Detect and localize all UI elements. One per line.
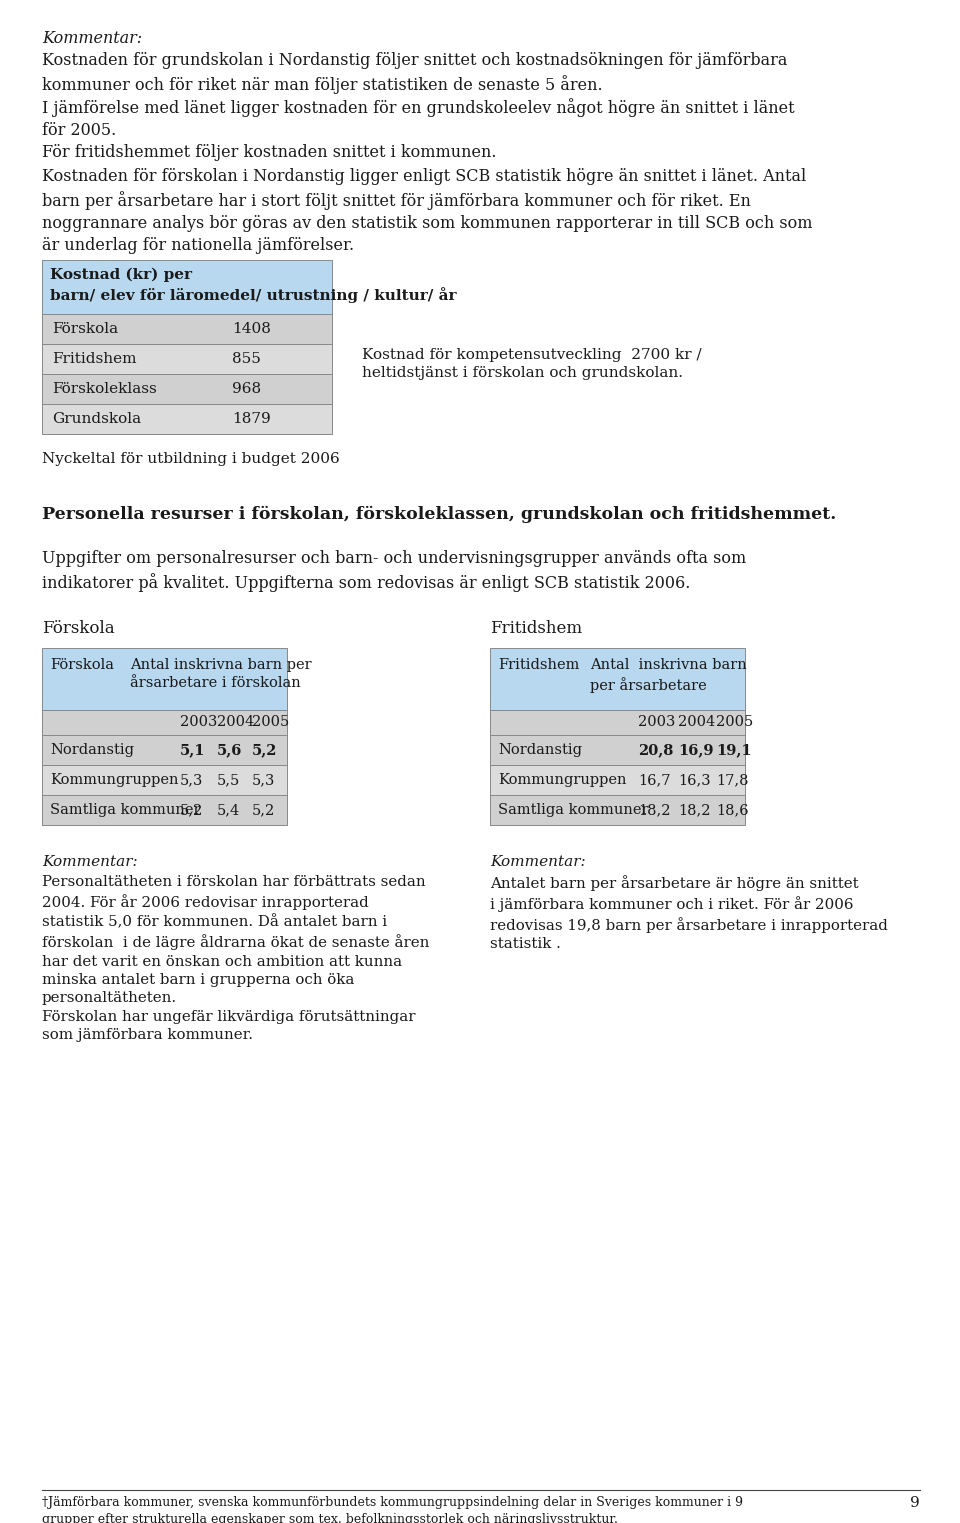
Text: 2003: 2003	[180, 714, 217, 730]
Bar	[42, 404, 332, 434]
Bar	[42, 710, 287, 736]
Text: Uppgifter om personalresurser och barn- och undervisningsgrupper används ofta so: Uppgifter om personalresurser och barn- …	[42, 550, 746, 592]
Text: I jämförelse med länet ligger kostnaden för en grundskoleelev något högre än sni: I jämförelse med länet ligger kostnaden …	[42, 97, 795, 139]
Text: 5,2: 5,2	[252, 743, 277, 757]
Text: 5,3: 5,3	[252, 774, 276, 787]
Text: Kommentar:: Kommentar:	[42, 30, 142, 47]
Text: Kostnaden för förskolan i Nordanstig ligger enligt SCB statistik högre än snitte: Kostnaden för förskolan i Nordanstig lig…	[42, 168, 812, 254]
Bar	[42, 795, 287, 825]
Bar	[490, 795, 745, 825]
Text: 2004: 2004	[217, 714, 254, 730]
Text: 5,2: 5,2	[252, 803, 276, 816]
Text: Fritidshem: Fritidshem	[52, 352, 136, 366]
Text: 1879: 1879	[232, 413, 271, 426]
Text: 18,2: 18,2	[678, 803, 710, 816]
Text: Samtliga kommuner: Samtliga kommuner	[50, 803, 201, 816]
Bar	[490, 710, 745, 736]
Bar	[42, 344, 332, 375]
Text: 16,3: 16,3	[678, 774, 710, 787]
Text: Antal inskrivna barn per
årsarbetare i förskolan: Antal inskrivna barn per årsarbetare i f…	[130, 658, 312, 690]
Text: 5,3: 5,3	[180, 774, 204, 787]
Text: Personella resurser i förskolan, förskoleklassen, grundskolan och fritidshemmet.: Personella resurser i förskolan, förskol…	[42, 506, 836, 524]
Bar	[42, 647, 287, 710]
Text: 18,2: 18,2	[638, 803, 670, 816]
Bar	[490, 736, 745, 765]
Text: Grundskola: Grundskola	[52, 413, 141, 426]
Text: 17,8: 17,8	[716, 774, 749, 787]
Text: Kostnad för kompetensutveckling  2700 kr /
heltidstjänst i förskolan och grundsk: Kostnad för kompetensutveckling 2700 kr …	[362, 347, 702, 381]
Text: 5,4: 5,4	[217, 803, 240, 816]
Bar	[42, 736, 287, 765]
Bar	[490, 647, 745, 710]
Text: 5,5: 5,5	[217, 774, 240, 787]
Text: 18,6: 18,6	[716, 803, 749, 816]
Text: Kommungruppen: Kommungruppen	[50, 774, 179, 787]
Text: Nordanstig: Nordanstig	[498, 743, 582, 757]
Bar	[42, 260, 332, 314]
Text: Förskola: Förskola	[50, 658, 114, 672]
Text: 2005: 2005	[252, 714, 289, 730]
Text: †Jämförbara kommuner, svenska kommunförbundets kommungruppsindelning delar in Sv: †Jämförbara kommuner, svenska kommunförb…	[42, 1496, 743, 1523]
Text: Nyckeltal för utbildning i budget 2006: Nyckeltal för utbildning i budget 2006	[42, 452, 340, 466]
Text: Antalet barn per årsarbetare är högre än snittet
i jämförbara kommuner och i rik: Antalet barn per årsarbetare är högre än…	[490, 876, 888, 952]
Text: Kommungruppen: Kommungruppen	[498, 774, 627, 787]
Text: 968: 968	[232, 382, 261, 396]
Text: 5,1: 5,1	[180, 743, 205, 757]
Text: 5,2: 5,2	[180, 803, 204, 816]
Text: Förskola: Förskola	[42, 620, 114, 637]
Text: Nordanstig: Nordanstig	[50, 743, 134, 757]
Text: Personaltätheten i förskolan har förbättrats sedan
2004. För år 2006 redovisar i: Personaltätheten i förskolan har förbätt…	[42, 876, 429, 1042]
Bar	[490, 765, 745, 795]
Text: 20,8: 20,8	[638, 743, 673, 757]
Text: Förskoleklass: Förskoleklass	[52, 382, 156, 396]
Text: Kostnaden för grundskolan i Nordanstig följer snittet och kostnadsökningen för j: Kostnaden för grundskolan i Nordanstig f…	[42, 52, 787, 94]
Text: Kommentar:: Kommentar:	[42, 854, 137, 870]
Text: Kommentar:: Kommentar:	[490, 854, 586, 870]
Bar	[42, 314, 332, 344]
Text: 9: 9	[910, 1496, 920, 1509]
Text: Förskola: Förskola	[52, 321, 118, 337]
Text: 2005: 2005	[716, 714, 754, 730]
Text: Antal  inskrivna barn
per årsarbetare: Antal inskrivna barn per årsarbetare	[590, 658, 747, 693]
Text: Kostnad (kr) per
barn/ elev för läromedel/ utrustning / kultur/ år: Kostnad (kr) per barn/ elev för läromede…	[50, 268, 457, 303]
Text: 5,6: 5,6	[217, 743, 242, 757]
Text: Samtliga kommuner: Samtliga kommuner	[498, 803, 649, 816]
Text: 1408: 1408	[232, 321, 271, 337]
Text: Fritidshem: Fritidshem	[498, 658, 580, 672]
Text: 2003: 2003	[638, 714, 676, 730]
Text: 2004: 2004	[678, 714, 715, 730]
Text: För fritidshemmet följer kostnaden snittet i kommunen.: För fritidshemmet följer kostnaden snitt…	[42, 145, 496, 161]
Text: Fritidshem: Fritidshem	[490, 620, 582, 637]
Text: 855: 855	[232, 352, 261, 366]
Bar	[42, 375, 332, 404]
Text: 19,1: 19,1	[716, 743, 752, 757]
Bar	[42, 765, 287, 795]
Text: 16,7: 16,7	[638, 774, 670, 787]
Text: 16,9: 16,9	[678, 743, 713, 757]
